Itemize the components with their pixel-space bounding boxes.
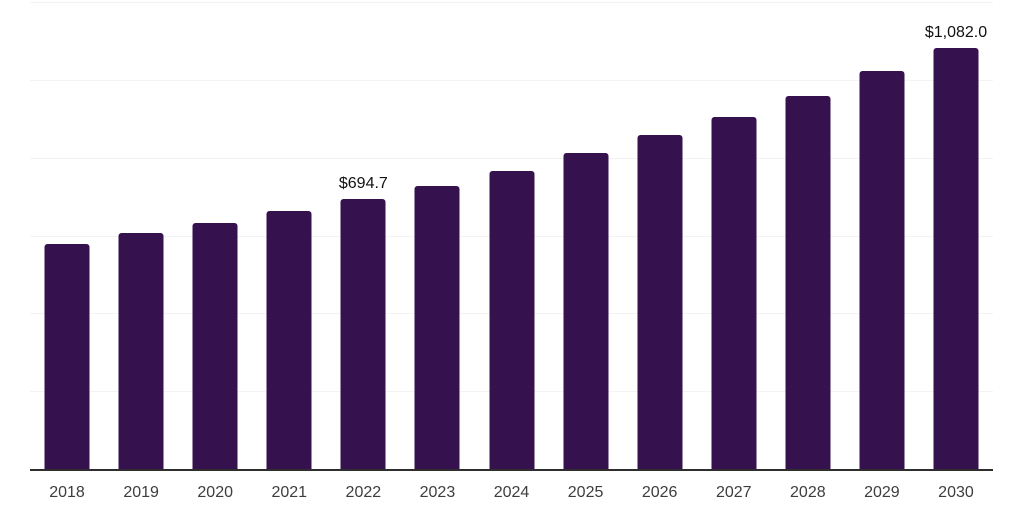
x-tick-label-2018: 2018 bbox=[49, 484, 85, 501]
value-label-2030: $1,082.0 bbox=[924, 23, 988, 41]
bar-2020 bbox=[192, 223, 238, 469]
bar-2029 bbox=[859, 71, 905, 469]
bar-2030 bbox=[933, 47, 979, 469]
bar-slot bbox=[252, 2, 326, 469]
bar-2024 bbox=[489, 170, 534, 469]
x-tick-label-2029: 2029 bbox=[864, 484, 900, 501]
x-tick-label-2021: 2021 bbox=[271, 484, 308, 501]
bar-slot bbox=[474, 2, 548, 469]
bar-2026 bbox=[637, 135, 683, 469]
bar-2021 bbox=[266, 211, 312, 469]
bar-2023 bbox=[414, 186, 460, 469]
bar-slot bbox=[178, 2, 252, 469]
plot-area: $694.7 $1,082.0 bbox=[30, 2, 993, 471]
bar-2028 bbox=[785, 96, 831, 469]
x-tick-label-2022: 2022 bbox=[345, 484, 382, 501]
bar-slot bbox=[30, 2, 104, 469]
bars-container: $694.7 $1,082.0 bbox=[30, 2, 993, 469]
x-tick-label-2026: 2026 bbox=[641, 484, 678, 501]
bar-2027 bbox=[711, 116, 757, 469]
bar-2025 bbox=[563, 153, 609, 469]
bar-slot bbox=[845, 2, 919, 469]
bar-slot bbox=[771, 2, 845, 469]
bar-slot bbox=[697, 2, 771, 469]
bar-slot bbox=[104, 2, 178, 469]
gridline bbox=[30, 79, 993, 81]
bar-slot bbox=[623, 2, 697, 469]
bar-slot: $694.7 bbox=[326, 2, 400, 469]
bar-2022 bbox=[340, 198, 386, 469]
x-tick-label-2019: 2019 bbox=[123, 484, 159, 501]
x-tick-label-2027: 2027 bbox=[715, 484, 752, 501]
x-tick-label-2024: 2024 bbox=[493, 484, 530, 501]
bar-slot: $1,082.0 bbox=[919, 2, 993, 469]
value-label-2022: $694.7 bbox=[338, 174, 388, 192]
x-axis-line bbox=[30, 469, 993, 471]
bar-2019 bbox=[118, 233, 164, 469]
x-tick-label-2023: 2023 bbox=[419, 484, 456, 501]
x-tick-label-2028: 2028 bbox=[790, 484, 826, 501]
gridline bbox=[30, 157, 993, 159]
bar-2018 bbox=[44, 244, 90, 469]
bar-slot bbox=[400, 2, 474, 469]
gridline bbox=[30, 2, 993, 3]
x-axis-labels: 2018 2019 2020 2021 2022 2023 2024 2025 2026 2027… bbox=[30, 483, 993, 502]
x-tick-label-2020: 2020 bbox=[197, 484, 233, 501]
x-tick-label-2025: 2025 bbox=[567, 484, 604, 501]
bar-slot bbox=[549, 2, 623, 469]
x-tick-label-2030: 2030 bbox=[938, 484, 974, 501]
